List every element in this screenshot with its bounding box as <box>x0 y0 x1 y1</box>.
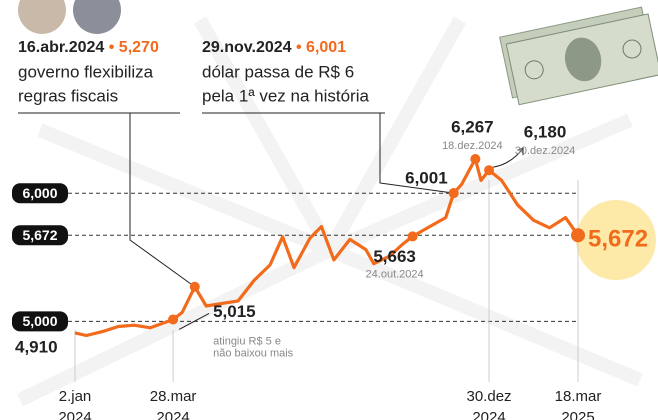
callout-leader <box>202 112 454 194</box>
callout-date: 29.nov.2024 <box>202 39 292 56</box>
point-label: 5,015 <box>213 302 256 321</box>
x-tick-label: 2024 <box>156 409 189 420</box>
separator: • <box>292 39 307 56</box>
y-tick-label: 5,672 <box>22 227 57 243</box>
x-tick-label: 2024 <box>58 409 91 420</box>
point-note: não baixou mais <box>213 347 294 359</box>
callout-text: regras fiscais <box>18 86 118 105</box>
x-tick-label: 30.dez <box>467 388 512 405</box>
callout-value: 5,270 <box>119 39 159 56</box>
point-marker <box>168 314 179 325</box>
x-tick-label: 2024 <box>472 409 505 420</box>
y-tick-pill <box>12 311 68 332</box>
point-label: 5,672 <box>588 226 648 253</box>
y-tick-label: 6,000 <box>22 185 57 201</box>
callout-header: 29.nov.2024 • 6,001 <box>202 39 346 56</box>
point-marker <box>484 165 495 176</box>
leader <box>178 313 210 330</box>
callout-text: governo flexibiliza <box>18 62 154 81</box>
point-label: 5,663 <box>373 247 416 266</box>
point-date: 18.dez.2024 <box>442 140 503 152</box>
x-tick-label: 2025 <box>561 409 594 420</box>
background-rays <box>16 16 643 407</box>
callout-point <box>189 281 200 292</box>
callout-value: 6,001 <box>306 39 346 56</box>
point-marker <box>571 228 585 243</box>
highlight-halo <box>576 200 656 280</box>
point-label: 4,910 <box>15 337 58 356</box>
callout-text: dólar passa de R$ 6 <box>202 62 354 81</box>
point-date: 24.out.2024 <box>366 268 424 280</box>
point-label: 6,001 <box>405 169 448 188</box>
callout-text: pela 1ª vez na história <box>202 86 369 105</box>
x-tick-label: 18.mar <box>555 388 602 405</box>
arrow <box>492 147 524 168</box>
callout-header: 16.abr.2024 • 5,270 <box>18 39 159 56</box>
x-tick-label: 2.jan <box>59 388 92 405</box>
point-marker <box>448 188 459 199</box>
point-marker <box>470 154 481 165</box>
separator: • <box>104 39 119 56</box>
point-date: 30.dez.2024 <box>515 145 576 157</box>
point-note: atingiu R$ 5 e <box>213 335 281 347</box>
callout-leader <box>18 112 196 288</box>
y-tick-pill <box>12 183 68 204</box>
point-label: 6,180 <box>524 123 567 142</box>
y-tick-label: 5,000 <box>22 313 57 329</box>
point-label: 6,267 <box>451 118 494 137</box>
portraits <box>18 0 121 34</box>
point-marker <box>407 231 418 242</box>
callout-date: 16.abr.2024 <box>18 39 104 56</box>
x-tick-label: 28.mar <box>150 388 197 405</box>
dollar-bills <box>499 6 658 106</box>
y-tick-pill <box>12 225 68 246</box>
